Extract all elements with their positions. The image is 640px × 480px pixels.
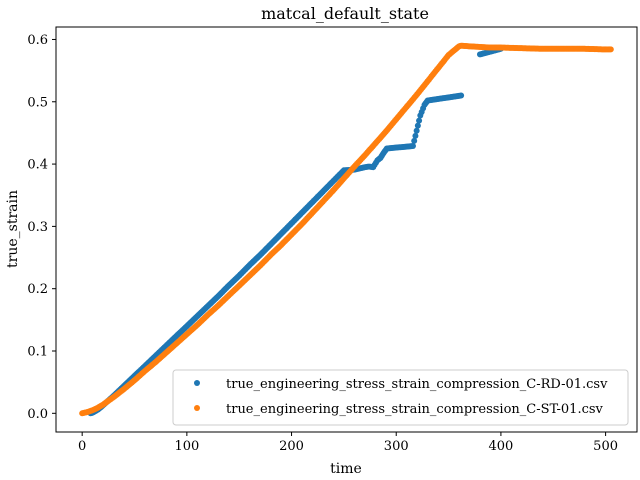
axes-frame bbox=[55, 26, 638, 433]
series-1-points bbox=[79, 42, 614, 417]
y-tick-label: 0.0 bbox=[27, 407, 48, 422]
y-tick-label: 0.5 bbox=[27, 95, 48, 110]
legend-marker-st bbox=[194, 405, 200, 411]
axis-ticks: 0 100 200 300 400 500 0.0 0.1 0.2 0.3 0.4 0.5 0.6 bbox=[27, 33, 618, 454]
x-tick-label: 200 bbox=[279, 439, 304, 454]
y-tick-label: 0.1 bbox=[27, 345, 48, 360]
data-point bbox=[409, 143, 416, 150]
x-tick-label: 400 bbox=[488, 439, 513, 454]
data-point bbox=[458, 92, 465, 99]
x-tick-label: 0 bbox=[78, 439, 86, 454]
legend-label-st: true_engineering_stress_strain_compressi… bbox=[226, 402, 604, 417]
legend: true_engineering_stress_strain_compressi… bbox=[172, 369, 629, 426]
y-tick-label: 0.3 bbox=[27, 220, 48, 235]
x-axis-label: time bbox=[330, 461, 362, 477]
data-point bbox=[416, 117, 423, 124]
y-axis-label: true_strain bbox=[5, 190, 21, 268]
data-point bbox=[414, 122, 421, 129]
data-point bbox=[413, 127, 420, 134]
data-point bbox=[412, 132, 419, 139]
data-point bbox=[411, 137, 418, 144]
data-point bbox=[607, 46, 614, 53]
legend-label-rd: true_engineering_stress_strain_compressi… bbox=[226, 377, 608, 392]
chart-title: matcal_default_state bbox=[261, 4, 429, 23]
x-tick-label: 500 bbox=[593, 439, 618, 454]
legend-marker-rd bbox=[194, 380, 200, 386]
y-tick-label: 0.4 bbox=[27, 158, 48, 173]
x-tick-label: 300 bbox=[384, 439, 409, 454]
data-points bbox=[79, 42, 614, 417]
y-tick-label: 0.6 bbox=[27, 33, 48, 48]
y-tick-label: 0.2 bbox=[27, 282, 48, 297]
legend-box bbox=[172, 369, 629, 426]
x-tick-label: 100 bbox=[174, 439, 199, 454]
